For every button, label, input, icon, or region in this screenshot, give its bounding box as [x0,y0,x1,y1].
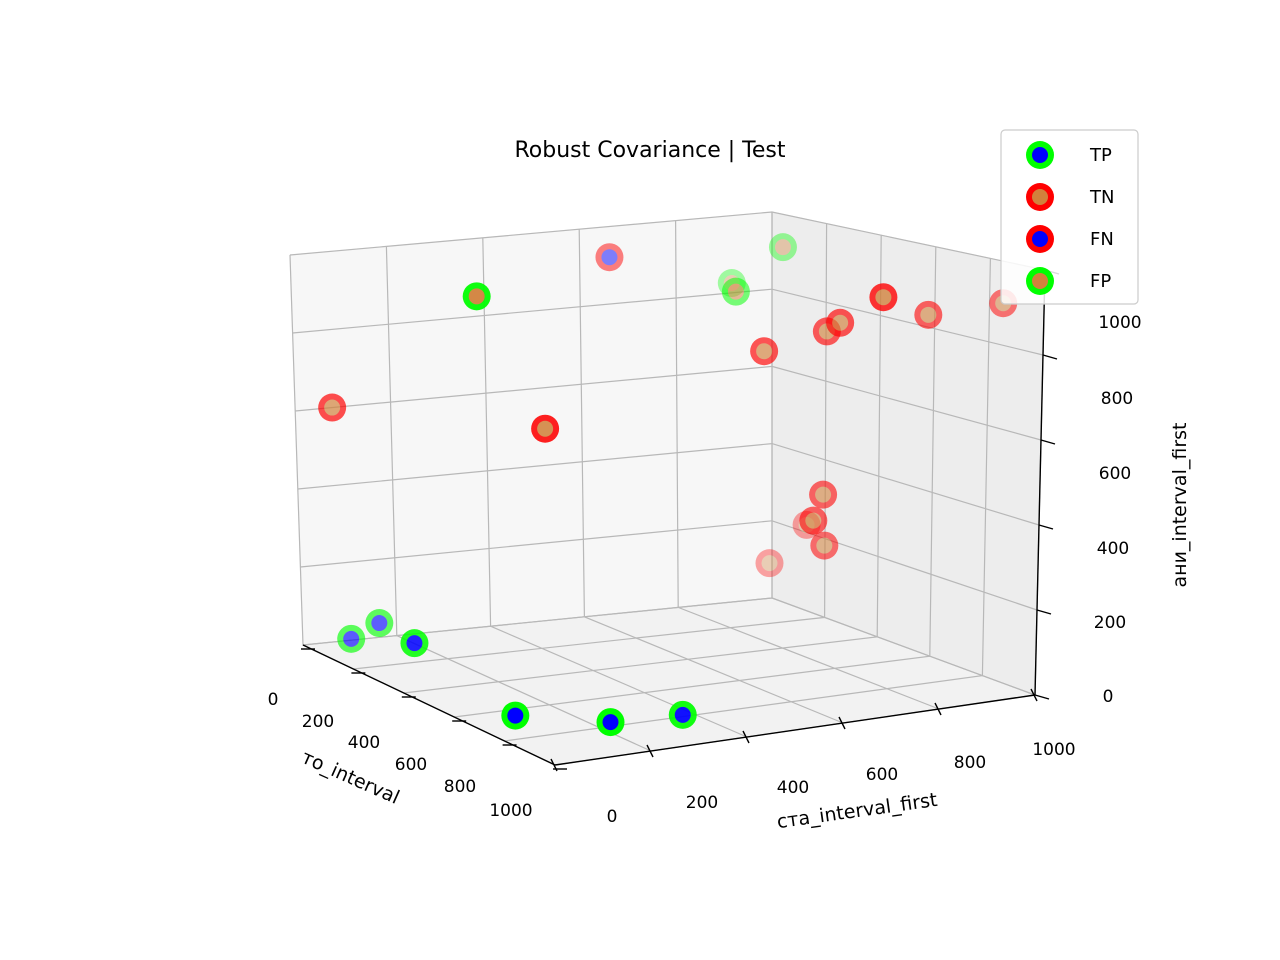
y-axis-line [554,694,1036,766]
legend-item-fp: FP [1026,267,1111,295]
x-axis-label: то_interval [298,746,403,809]
z-tick-mark [1040,439,1056,445]
marker-center [727,283,744,300]
marker-center [805,512,822,529]
data-point-tn [755,549,784,578]
marker-center [774,239,791,256]
legend: TP TN FN FP [1000,129,1139,305]
y-tick-mark [934,702,942,716]
z-tick-mark [1038,524,1054,530]
x-tick-label: 1000 [489,801,532,821]
marker-center [832,314,849,331]
legend-marker-center [1032,273,1048,289]
y-tick-mark [646,744,654,758]
data-point-tn [318,393,347,422]
legend-item-tn: TN [1026,183,1114,211]
marker-center [601,249,618,266]
z-tick-labels: 0 200 400 600 800 1000 [1094,313,1142,707]
z-axis-label: ани_interval_first [1169,423,1191,588]
legend-marker-center [1032,147,1048,163]
data-point-tn [869,283,898,312]
legend-item-tp: TP [1026,141,1112,169]
z-tick-label: 200 [1094,613,1126,633]
data-point-tp [365,609,394,638]
legend-label: FN [1090,229,1114,250]
z-tick-mark [1036,609,1052,615]
y-tick-label: 0 [607,807,618,827]
z-tick-label: 600 [1099,464,1131,484]
marker-center [343,630,360,647]
legend-label: TP [1089,145,1112,166]
data-point-tp [596,708,625,737]
data-point-fp [768,233,797,262]
data-point-tn [826,308,855,337]
y-tick-mark [1030,688,1038,702]
data-point-tn [799,506,828,535]
data-point-tp [501,701,530,730]
x-tick-label: 200 [302,712,334,732]
z-tick-label: 400 [1097,539,1129,559]
chart-title: Robust Covariance | Test [514,138,785,163]
z-tick-mark [1034,694,1050,700]
x-tick-label: 800 [444,777,476,797]
marker-center [761,555,778,572]
marker-center [507,707,524,724]
y-tick-label: 800 [954,753,986,773]
z-axis-line [1034,269,1046,696]
y-tick-label: 600 [866,765,898,785]
grid-line-z [289,211,1046,271]
legend-item-fn: FN [1026,225,1114,253]
marker-center [815,486,832,503]
y-tick-mark [742,730,750,744]
y-tick-label: 400 [777,778,809,798]
marker-center [875,289,892,306]
legend-label: TN [1089,187,1114,208]
legend-marker-center [1032,231,1048,247]
data-point-tn [914,300,943,329]
marker-center [602,714,619,731]
data-point-tn [810,531,839,560]
y-tick-label: 1000 [1032,740,1075,760]
marker-ring [768,233,797,262]
data-point-tn [531,414,560,443]
marker-center [756,343,773,360]
z-tick-label: 1000 [1098,313,1141,333]
marker-center [674,706,691,723]
marker-center [371,615,388,632]
y-tick-label: 200 [686,793,718,813]
legend-box [1000,129,1139,305]
data-point-tn [750,337,779,366]
marker-center [816,537,833,554]
marker-center [537,420,554,437]
data-point-fp [721,277,750,306]
data-point-tp [337,624,366,653]
marker-center [468,288,485,305]
back-left-pane [289,211,773,646]
data-points [318,233,1018,737]
data-point-fp [462,282,491,311]
marker-center [920,306,937,323]
marker-ring [595,243,624,272]
x-tick-label: 400 [348,733,380,753]
data-point-tp [668,700,697,729]
data-point-tn [809,480,838,509]
z-tick-label: 0 [1103,687,1114,707]
legend-marker-center [1032,189,1048,205]
z-tick-label: 800 [1101,389,1133,409]
marker-center [324,399,341,416]
z-tick-mark [1042,354,1058,360]
x-tick-label: 0 [268,690,279,710]
marker-ring [755,549,784,578]
y-tick-mark [838,716,846,730]
data-point-tp [400,629,429,658]
marker-center [406,635,423,652]
legend-label: FP [1090,271,1111,292]
y-tick-labels: 0 200 400 600 800 1000 [607,740,1076,827]
y-tick-mark [550,758,558,772]
x-tick-labels: 0 200 400 600 800 1000 [268,690,533,821]
data-point-fn [595,243,624,272]
x-tick-label: 600 [395,755,427,775]
